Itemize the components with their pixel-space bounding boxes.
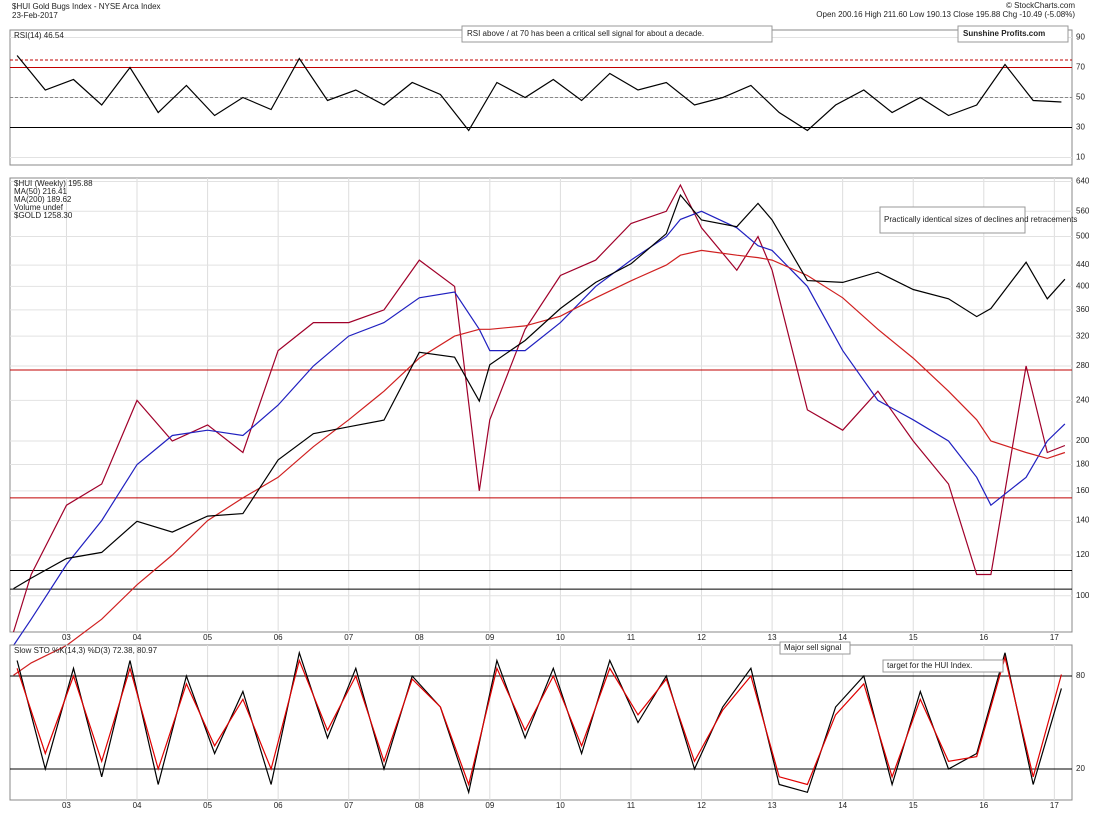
- y-tick-label: 320: [1076, 331, 1090, 340]
- y-tick-label: 440: [1076, 260, 1090, 269]
- note-box: [461, 25, 773, 43]
- y-tick-label: 640: [1076, 177, 1090, 186]
- x-tick-label: 05: [203, 801, 212, 810]
- legend-entry: RSI(14) 46.54: [14, 31, 64, 40]
- x-tick-label: 06: [274, 633, 283, 642]
- logo: Sunshine Profits.com: [963, 29, 1045, 38]
- x-tick-label: 12: [697, 801, 706, 810]
- x-tick-label: 11: [627, 801, 636, 810]
- x-tick-label: 03: [62, 633, 71, 642]
- y-tick-label: 140: [1076, 516, 1090, 525]
- y-tick-label: 500: [1076, 232, 1090, 241]
- y-tick-label: 160: [1076, 486, 1090, 495]
- series-line: [16, 655, 1062, 787]
- legend-entry: MA(200) 189.62: [14, 195, 72, 204]
- x-tick-label: 04: [133, 801, 142, 810]
- x-tick-label: 07: [344, 801, 353, 810]
- series-line: [13, 249, 1066, 676]
- x-tick-label: 08: [415, 801, 424, 810]
- chart-date: 23-Feb-2017: [12, 11, 58, 20]
- x-tick-label: 15: [909, 801, 918, 810]
- x-tick-label: 13: [768, 633, 777, 642]
- series-line: [16, 55, 1062, 132]
- x-tick-label: 10: [556, 633, 565, 642]
- copyright: © StockCharts.com: [1006, 1, 1075, 10]
- series-line: [12, 183, 1066, 633]
- y-tick-label: 100: [1076, 591, 1090, 600]
- note: Practically identical sizes of declines …: [884, 215, 1077, 224]
- x-tick-label: 08: [415, 633, 424, 642]
- note-box: [879, 206, 1026, 234]
- x-tick-label: 12: [697, 633, 706, 642]
- y-tick-label: 560: [1076, 206, 1090, 215]
- note: target for the HUI Index.: [887, 661, 972, 670]
- x-tick-label: 11: [627, 633, 636, 642]
- y-tick-label: 70: [1076, 63, 1085, 72]
- x-tick-label: 07: [344, 633, 353, 642]
- x-tick-label: 16: [979, 801, 988, 810]
- panel-frame: [9, 177, 1073, 633]
- y-tick-label: 20: [1076, 764, 1085, 773]
- note: Major sell signal: [784, 643, 842, 652]
- x-tick-label: 05: [203, 633, 212, 642]
- x-tick-label: 09: [485, 633, 494, 642]
- y-tick-label: 80: [1076, 671, 1085, 680]
- x-tick-label: 10: [556, 801, 565, 810]
- y-tick-label: 30: [1076, 123, 1085, 132]
- x-tick-label: 15: [909, 633, 918, 642]
- x-tick-label: 16: [979, 633, 988, 642]
- y-tick-label: 50: [1076, 93, 1085, 102]
- note-box: [779, 641, 851, 655]
- x-tick-label: 09: [485, 801, 494, 810]
- note-box: [882, 659, 1004, 673]
- y-tick-label: 120: [1076, 550, 1090, 559]
- x-tick-label: 03: [62, 801, 71, 810]
- legend-entry: MA(50) 216.41: [14, 187, 67, 196]
- y-tick-label: 200: [1076, 436, 1090, 445]
- y-tick-label: 240: [1076, 395, 1090, 404]
- y-tick-label: 360: [1076, 305, 1090, 314]
- x-tick-label: 17: [1050, 801, 1059, 810]
- note: RSI above / at 70 has been a critical se…: [467, 29, 704, 38]
- series-line: [13, 193, 1066, 590]
- legend-entry: $HUI (Weekly) 195.88: [14, 179, 93, 188]
- y-tick-label: 10: [1076, 153, 1085, 162]
- x-tick-label: 06: [274, 801, 283, 810]
- panel-frame: [9, 644, 1073, 801]
- legend-entry: $GOLD 1258.30: [14, 211, 73, 220]
- logo-box: [957, 25, 1069, 43]
- legend-entry: Volume undef: [14, 203, 64, 212]
- x-tick-label: 17: [1050, 633, 1059, 642]
- chart-title: $HUI Gold Bugs Index - NYSE Arca Index: [12, 2, 161, 11]
- x-tick-label: 04: [133, 633, 142, 642]
- series-line: [13, 210, 1066, 646]
- y-tick-label: 180: [1076, 460, 1090, 469]
- y-tick-label: 280: [1076, 361, 1090, 370]
- x-tick-label: 13: [768, 801, 777, 810]
- legend-entry: Slow STO %K(14,3) %D(3) 72.38, 80.97: [14, 646, 158, 655]
- x-tick-label: 14: [838, 801, 847, 810]
- y-tick-label: 400: [1076, 281, 1090, 290]
- quote-header: Open 200.16 High 211.60 Low 190.13 Close…: [816, 10, 1075, 19]
- y-tick-label: 90: [1076, 33, 1085, 42]
- x-tick-label: 14: [838, 633, 847, 642]
